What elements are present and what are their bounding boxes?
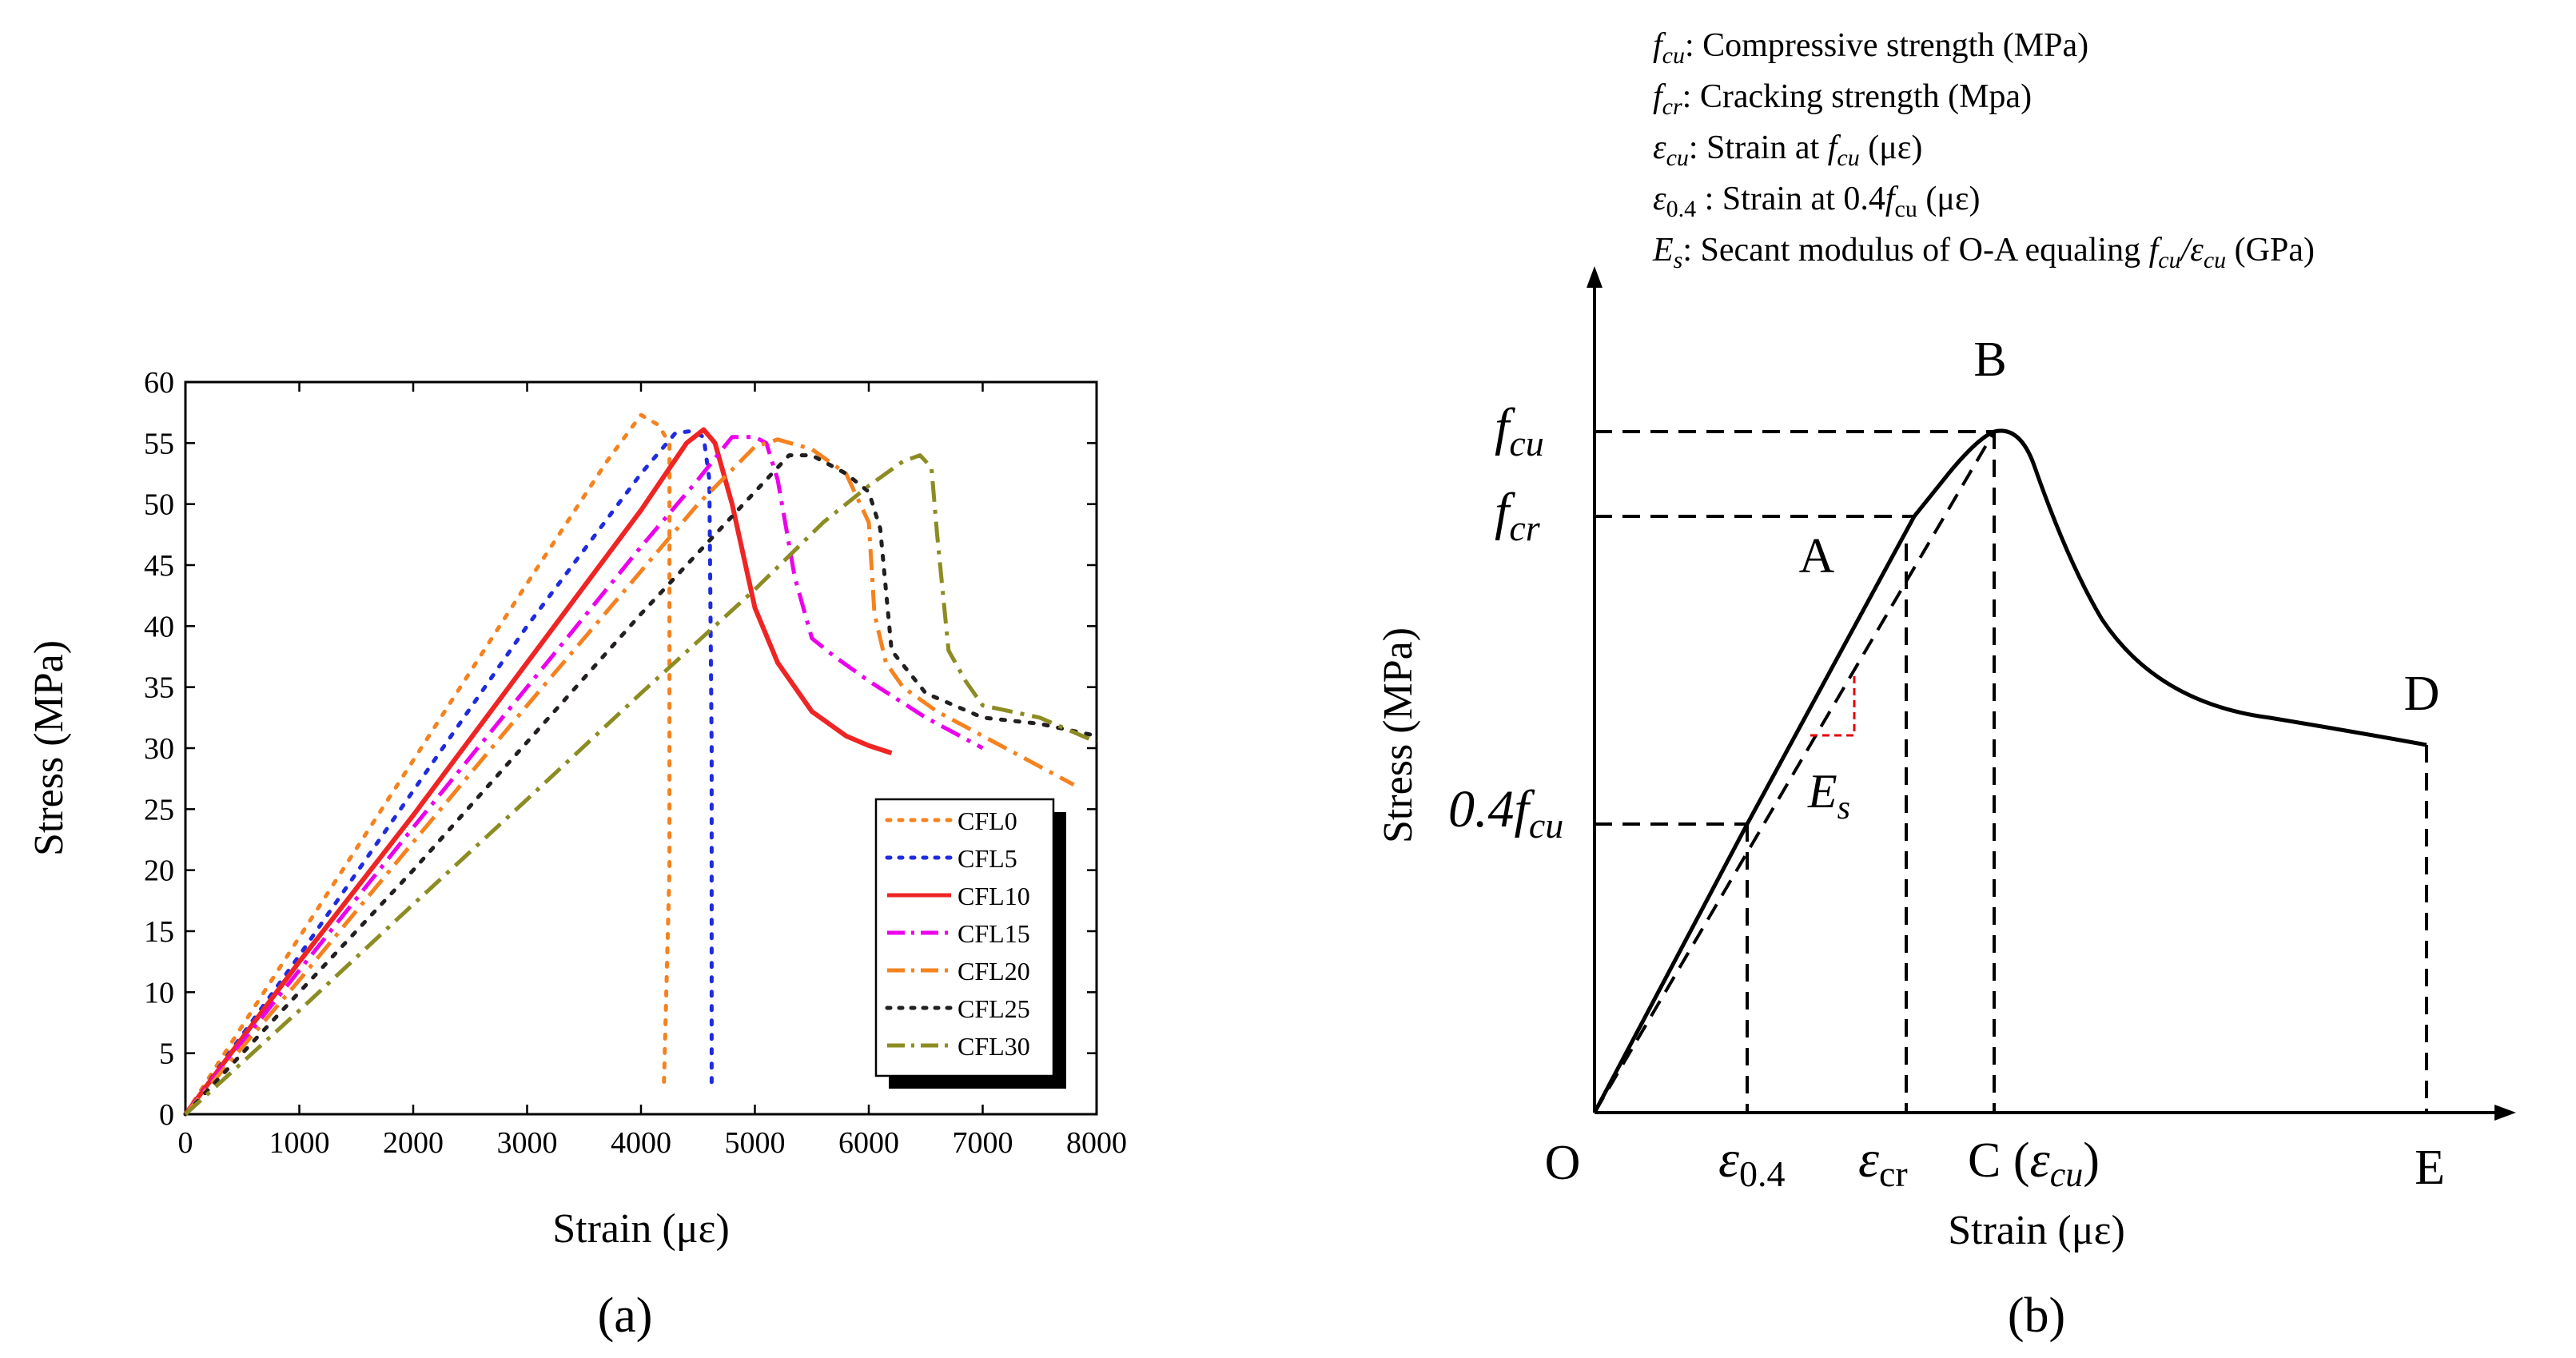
note-ecu: εcu: Strain at fcu (με) — [1653, 129, 1922, 171]
x-tick-label: 4000 — [611, 1126, 671, 1160]
label-ecr: εcr — [1858, 1130, 1908, 1194]
y-tick-label: 45 — [144, 549, 174, 583]
series-cfl30 — [184, 453, 1097, 1116]
x-tick-label: 7000 — [953, 1126, 1013, 1160]
y-tick-label: 5 — [159, 1037, 174, 1071]
series-cfl5 — [183, 428, 714, 1117]
y-tick-label: 50 — [144, 488, 174, 522]
a-series — [183, 412, 1099, 1117]
series-cfl15 — [184, 435, 984, 1116]
point-a: A — [1799, 529, 1835, 583]
label-04fcu: 0.4fcu — [1448, 780, 1563, 846]
slope-label: Es — [1807, 765, 1850, 826]
panel-b: fcu: Compressive strength (MPa) fcr: Cra… — [1376, 27, 2516, 1343]
b-panel-label: (b) — [2008, 1288, 2065, 1343]
a-panel-label: (a) — [598, 1288, 653, 1343]
note-fcu: fcu: Compressive strength (MPa) — [1653, 27, 2088, 69]
x-tick-label: 6000 — [838, 1126, 899, 1160]
x-tick-label: 0 — [178, 1126, 193, 1160]
a-ticks: 0 1000 2000 3000 4000 5000 6000 7000 8000 0 5 10 15 2… — [144, 366, 1127, 1160]
legend: CFL0 CFL5 CFL10 CFL15 CFL20 CFL25 CFL30 — [874, 798, 1066, 1089]
label-fcu: fcu — [1495, 398, 1544, 464]
note-e04: ε0.4 : Strain at 0.4fcu (με) — [1653, 181, 1981, 222]
legend-items: CFL0 CFL5 CFL10 CFL15 CFL20 CFL25 CFL30 — [885, 806, 1030, 1061]
y-tick-label: 15 — [144, 915, 174, 949]
b-x-arrow — [2494, 1105, 2516, 1121]
label-fcr: fcr — [1495, 483, 1541, 548]
x-tick-label: 2000 — [383, 1126, 444, 1160]
panel-a: 0 1000 2000 3000 4000 5000 6000 7000 8000 0 5 10 15 2… — [26, 366, 1127, 1343]
b-y-arrow — [1587, 266, 1603, 288]
point-d: D — [2404, 667, 2440, 721]
y-tick-label: 30 — [144, 732, 174, 766]
legend-label-cfl0: CFL0 — [958, 806, 1017, 835]
point-e: E — [2415, 1141, 2445, 1195]
b-curve — [1592, 428, 2427, 1114]
b-ylabel: Stress (MPa) — [1376, 627, 1421, 843]
b-xlabel: Strain (με) — [1948, 1208, 2125, 1253]
note-fcr: fcr: Cracking strength (Mpa) — [1653, 78, 2032, 120]
legend-label-cfl10: CFL10 — [958, 882, 1030, 910]
y-tick-label: 40 — [144, 610, 174, 643]
x-tick-label: 3000 — [497, 1126, 558, 1160]
y-tick-label: 20 — [144, 854, 174, 888]
note-es: Es: Secant modulus of O-A equaling fcu/ε… — [1652, 232, 2315, 273]
y-tick-label: 35 — [144, 671, 174, 705]
legend-label-cfl5: CFL5 — [958, 844, 1017, 873]
label-c: C (εcu) — [1968, 1131, 2100, 1194]
a-xlabel: Strain (με) — [552, 1206, 730, 1252]
a-ylabel: Stress (MPa) — [26, 640, 72, 856]
series-cfl20 — [184, 437, 1075, 1116]
legend-label-cfl25: CFL25 — [958, 994, 1030, 1023]
y-tick-label: 55 — [144, 427, 174, 460]
y-tick-label: 60 — [144, 366, 174, 400]
y-tick-label: 10 — [144, 976, 174, 1010]
secant-line — [1593, 430, 1996, 1114]
series-cfl25 — [183, 453, 1099, 1117]
definitions: fcu: Compressive strength (MPa) fcr: Cra… — [1652, 27, 2315, 273]
slope-triangle — [1810, 673, 1856, 737]
x-tick-label: 1000 — [269, 1126, 330, 1160]
label-e04: ε0.4 — [1718, 1130, 1786, 1194]
legend-label-cfl20: CFL20 — [958, 957, 1030, 986]
series-cfl10 — [183, 427, 893, 1116]
x-tick-label: 5000 — [725, 1126, 786, 1160]
y-tick-label: 25 — [144, 793, 174, 826]
legend-label-cfl15: CFL15 — [958, 919, 1030, 948]
b-guides — [1593, 430, 2428, 1114]
y-tick-label: 0 — [159, 1098, 174, 1132]
point-b: B — [1973, 333, 2006, 387]
legend-box — [874, 798, 1055, 1077]
legend-label-cfl30: CFL30 — [958, 1032, 1030, 1061]
point-o: O — [1545, 1136, 1581, 1190]
series-cfl0 — [183, 412, 672, 1117]
x-tick-label: 8000 — [1066, 1126, 1127, 1160]
